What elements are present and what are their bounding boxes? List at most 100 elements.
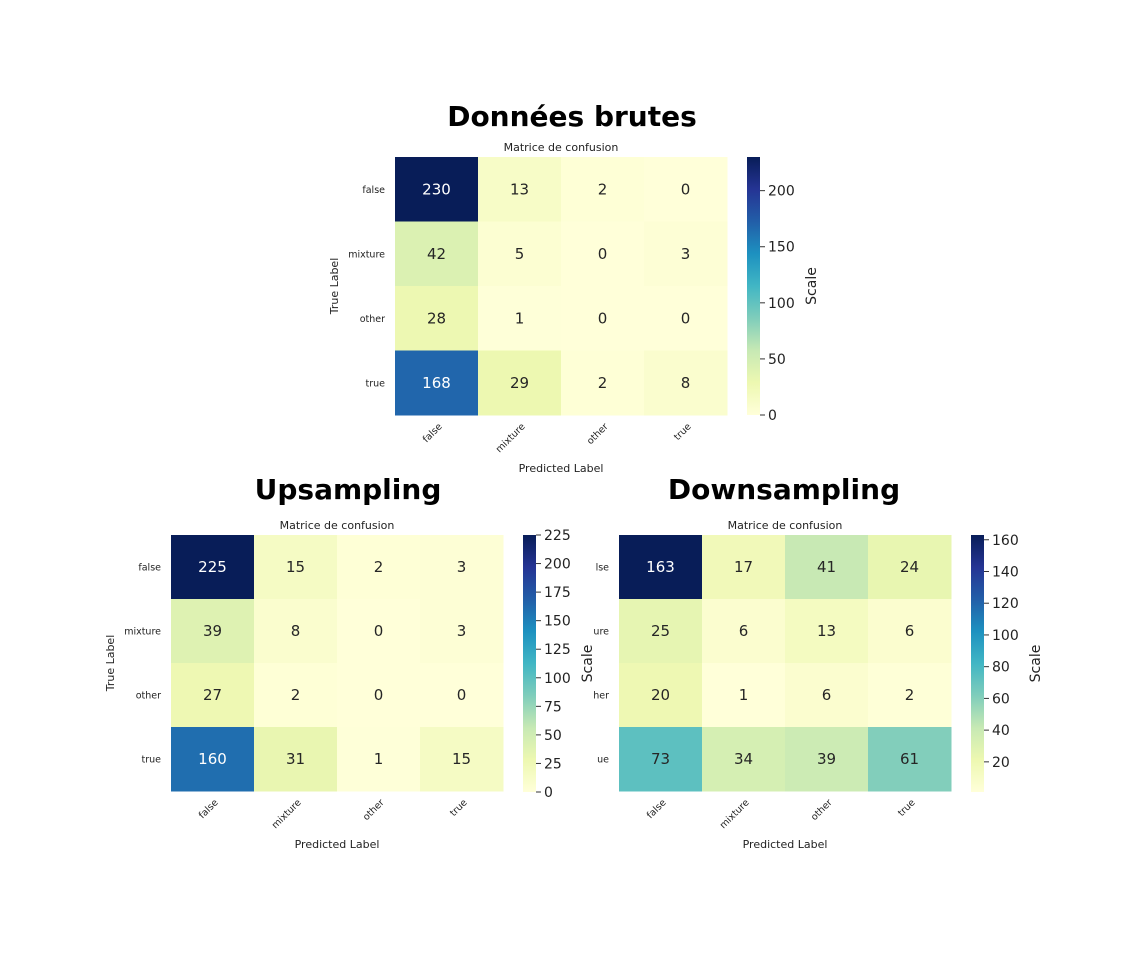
cell-value: 163 (646, 558, 675, 576)
cell-false-true (420, 535, 504, 600)
cell-value: 34 (734, 750, 753, 768)
col-label: true (896, 797, 918, 819)
cell-value: 0 (598, 309, 608, 327)
cell-ure-true (868, 599, 952, 664)
cell-ue-false (619, 727, 703, 792)
cell-value: 39 (817, 750, 836, 768)
cell-value: 2 (905, 686, 915, 704)
x-axis-label: Predicted Label (295, 838, 380, 851)
cell-value: 0 (457, 686, 467, 704)
colorbar-tick-label: 200 (544, 557, 571, 573)
cell-value: 6 (822, 686, 832, 704)
chart-title: Matrice de confusion (280, 519, 395, 532)
cell-lse-true (868, 535, 952, 600)
cell-true-false (395, 350, 479, 416)
cell-ue-true (868, 727, 952, 792)
col-label: other (361, 797, 387, 823)
col-label: other (585, 421, 611, 447)
colorbar-tick-label: 225 (544, 528, 571, 544)
cell-value: 3 (457, 558, 467, 576)
colorbar-tick-label: 0 (768, 408, 777, 424)
colorbar (747, 157, 760, 415)
chart-title: Matrice de confusion (728, 519, 843, 532)
colorbar-tick-label: 200 (768, 184, 795, 200)
cell-true-mixture (478, 350, 562, 416)
cell-value: 0 (681, 309, 691, 327)
cell-value: 2 (598, 374, 608, 392)
cell-other-true (420, 663, 504, 728)
col-label: true (448, 797, 470, 819)
cell-mixture-false (171, 599, 255, 664)
cell-false-false (171, 535, 255, 600)
colorbar-tick-label: 100 (992, 628, 1019, 644)
cell-lse-other (785, 535, 869, 600)
cell-ure-false (619, 599, 703, 664)
cell-value: 0 (374, 686, 384, 704)
cell-other-false (395, 286, 479, 351)
cell-true-mixture (254, 727, 338, 792)
colorbar-tick-label: 140 (992, 564, 1019, 580)
cell-her-false (619, 663, 703, 728)
colorbar-tick-label: 80 (992, 660, 1010, 676)
cell-value: 39 (203, 622, 222, 640)
row-label: her (593, 691, 609, 702)
cell-mixture-mixture (254, 599, 338, 664)
row-label: mixture (124, 627, 161, 638)
cell-value: 29 (510, 374, 529, 392)
cell-value: 27 (203, 686, 222, 704)
cell-value: 20 (651, 686, 670, 704)
cell-value: 41 (817, 558, 836, 576)
y-axis-label: True Label (328, 258, 341, 316)
cell-true-other (561, 350, 645, 416)
cell-ure-other (785, 599, 869, 664)
row-label: true (366, 378, 386, 389)
row-label: false (362, 185, 385, 196)
row-label: other (360, 314, 385, 325)
cell-false-other (337, 535, 421, 600)
section-title-raw: Données brutes (447, 100, 697, 133)
colorbar-label: Scale (804, 267, 820, 305)
cell-her-mixture (702, 663, 786, 728)
cell-false-mixture (254, 535, 338, 600)
colorbar-tick-label: 150 (768, 240, 795, 256)
chart-title: Matrice de confusion (504, 141, 619, 154)
cell-value: 3 (681, 245, 691, 263)
y-axis-label: True Label (104, 635, 117, 693)
col-label: other (809, 797, 835, 823)
cell-mixture-other (561, 221, 645, 287)
colorbar-tick-label: 25 (544, 756, 562, 772)
cell-value: 25 (651, 622, 670, 640)
row-label: false (138, 563, 161, 574)
cell-value: 15 (286, 558, 305, 576)
cell-value: 2 (598, 180, 608, 198)
cell-value: 0 (681, 180, 691, 198)
cell-other-false (171, 663, 255, 728)
cell-false-false (395, 157, 479, 222)
colorbar-tick-label: 40 (992, 723, 1010, 739)
col-label: false (197, 797, 221, 821)
cell-false-mixture (478, 157, 562, 222)
colorbar (523, 535, 536, 792)
col-label: false (421, 421, 445, 445)
cell-value: 1 (515, 309, 525, 327)
colorbar-tick-label: 175 (544, 585, 571, 601)
x-axis-label: Predicted Label (743, 838, 828, 851)
cell-value: 5 (515, 245, 525, 263)
cell-value: 42 (427, 245, 446, 263)
cell-her-true (868, 663, 952, 728)
cell-other-mixture (478, 286, 562, 351)
colorbar-tick-label: 100 (544, 671, 571, 687)
cell-value: 160 (198, 750, 227, 768)
cell-false-other (561, 157, 645, 222)
cell-true-false (171, 727, 255, 792)
colorbar-tick-label: 60 (992, 691, 1010, 707)
cell-value: 2 (374, 558, 384, 576)
col-label: false (645, 797, 669, 821)
cell-value: 61 (900, 750, 919, 768)
cell-value: 230 (422, 180, 451, 198)
row-label: ure (593, 627, 609, 638)
row-label: true (142, 755, 162, 766)
cell-other-mixture (254, 663, 338, 728)
